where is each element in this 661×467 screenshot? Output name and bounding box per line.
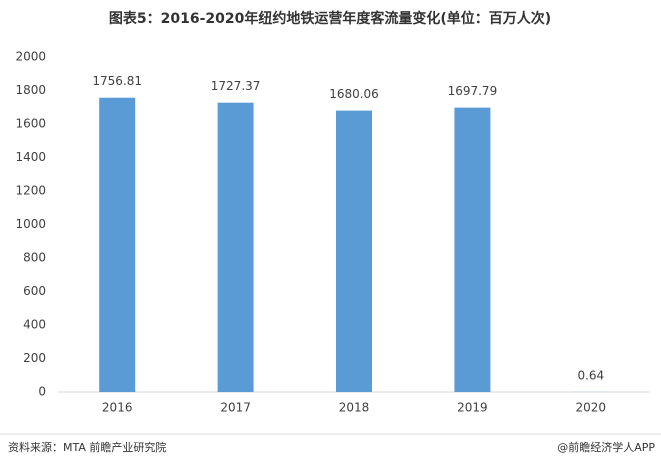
y-tick-label: 200 [23,351,46,365]
chart-title: 图表5：2016-2020年纽约地铁运营年度客流量变化(单位：百万人次) [109,10,551,27]
value-label: 1697.79 [448,84,498,98]
brand: @前瞻经济学人APP [557,440,655,454]
y-tick-label: 1200 [15,184,46,198]
x-tick-label: 2020 [576,401,607,415]
value-label: 0.64 [577,368,604,382]
x-tick-label: 2019 [457,401,488,415]
y-tick-label: 1600 [15,117,46,131]
y-tick-label: 2000 [15,50,46,64]
y-tick-label: 1000 [15,217,46,231]
x-tick-label: 2018 [339,401,370,415]
bar [217,102,254,392]
value-label: 1756.81 [92,74,142,88]
bar [454,107,491,392]
bar [336,110,372,392]
y-tick-label: 1400 [15,150,46,164]
y-tick-label: 400 [23,318,46,332]
value-label: 1680.06 [329,87,379,101]
y-tick-label: 1800 [15,83,46,97]
x-tick-label: 2016 [102,401,133,415]
value-label: 1727.37 [211,79,261,93]
bar [99,97,136,393]
source: 资料来源：MTA 前瞻产业研究院 [8,440,166,454]
x-tick-label: 2017 [220,401,251,415]
y-tick-label: 800 [23,251,46,265]
y-tick-label: 600 [23,284,46,298]
y-tick-label: 0 [38,385,46,399]
